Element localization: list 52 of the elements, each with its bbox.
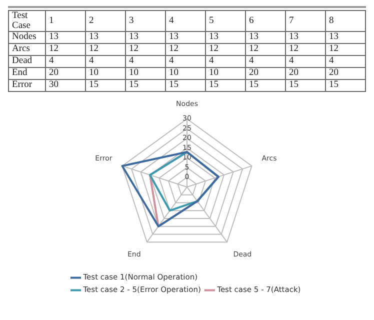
x-tick-label: 1: [46, 11, 85, 31]
data-label: 10: [126, 68, 165, 79]
data-label: 13: [246, 32, 285, 43]
data-label: 15: [286, 80, 325, 91]
data-label: 12: [166, 44, 205, 55]
data-label: 15: [126, 80, 165, 91]
x-tick-label: 3: [126, 11, 165, 31]
data-label: 30: [46, 80, 85, 91]
data-label: 4: [286, 56, 325, 67]
data-label: 12: [46, 44, 85, 55]
x-tick-label: 4: [166, 11, 205, 31]
data-label: 20: [326, 68, 365, 79]
data-label: 10: [86, 68, 125, 79]
data-label: 4: [126, 56, 165, 67]
data-label: 4: [166, 56, 205, 67]
data-label: 13: [46, 32, 85, 43]
y-tick-label: Arcs: [9, 44, 45, 55]
data-label: 13: [326, 32, 365, 43]
data-label: 20: [286, 68, 325, 79]
data-label: 15: [326, 80, 365, 91]
data-label: 4: [86, 56, 125, 67]
data-label: 15: [86, 80, 125, 91]
data-label: 15: [206, 80, 245, 91]
data-label: 12: [326, 44, 365, 55]
data-label: 13: [126, 32, 165, 43]
data-label: 13: [286, 32, 325, 43]
data-label: 13: [166, 32, 205, 43]
data-label: 4: [246, 56, 285, 67]
y-tick-label: End: [9, 68, 45, 79]
data-label: 12: [206, 44, 245, 55]
y-tick-label: Error: [9, 80, 45, 91]
data-label: 4: [326, 56, 365, 67]
data-label: 20: [46, 68, 85, 79]
data-label: 12: [286, 44, 325, 55]
x-tick-label: 8: [326, 11, 365, 31]
data-label: 12: [86, 44, 125, 55]
data-label: 10: [206, 68, 245, 79]
y-tick-label: Nodes: [9, 32, 45, 43]
x-axis-title: Test Case: [9, 11, 45, 31]
y-tick-label: Dead: [9, 56, 45, 67]
data-label: 13: [206, 32, 245, 43]
data-label: 20: [246, 68, 285, 79]
data-label: 13: [86, 32, 125, 43]
data-label: 15: [246, 80, 285, 91]
x-tick-label: 5: [206, 11, 245, 31]
data-label: 4: [206, 56, 245, 67]
data-label: 4: [46, 56, 85, 67]
x-tick-label: 2: [86, 11, 125, 31]
x-tick-label: 6: [246, 11, 285, 31]
x-tick-label: 7: [286, 11, 325, 31]
data-label: 12: [126, 44, 165, 55]
data-label: 12: [246, 44, 285, 55]
